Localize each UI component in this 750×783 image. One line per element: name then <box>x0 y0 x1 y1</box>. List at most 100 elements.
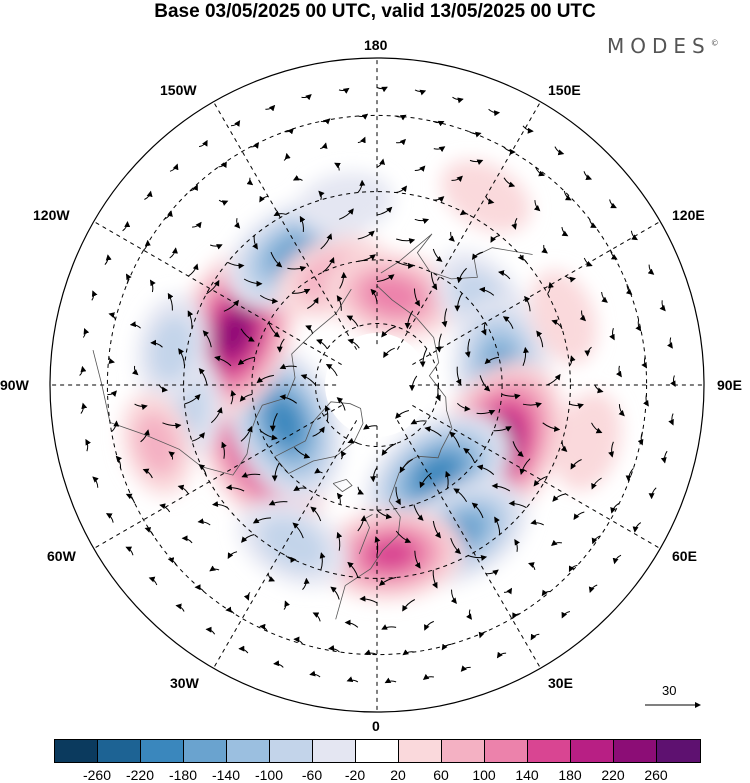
wind-arrow <box>122 221 131 232</box>
wind-arrow <box>214 355 232 367</box>
wind-arrow <box>339 271 347 289</box>
anomaly-center <box>553 391 622 491</box>
wind-arrow <box>503 146 516 155</box>
wind-arrow <box>660 450 668 464</box>
wind-arrow <box>570 459 582 470</box>
wind-arrow <box>441 643 452 651</box>
wind-arrow <box>480 322 487 336</box>
wind-arrow <box>488 108 501 117</box>
wind-arrow <box>265 104 276 112</box>
wind-arrow <box>310 506 322 522</box>
wind-arrow <box>395 185 407 193</box>
wind-arrow <box>546 373 561 386</box>
anomaly-center <box>237 499 348 587</box>
wind-arrow <box>192 221 202 229</box>
wind-arrow <box>293 636 304 645</box>
wind-arrow <box>178 348 185 367</box>
wind-arrow <box>381 326 397 338</box>
colorbar-tick-label: 100 <box>472 767 496 783</box>
wind-arrow <box>542 422 561 432</box>
wind-arrow <box>134 403 148 411</box>
wind-arrow <box>647 264 655 275</box>
wind-arrow <box>583 257 593 267</box>
wind-arrow <box>167 557 178 566</box>
wind-arrow <box>404 310 414 329</box>
wind-arrow <box>125 273 132 285</box>
wind-arrow <box>330 586 340 600</box>
wind-arrow <box>237 356 256 366</box>
wind-arrow <box>325 364 338 377</box>
wind-arrow <box>283 152 291 161</box>
wind-arrow <box>522 125 534 134</box>
wind-arrow <box>476 464 495 475</box>
wind-arrow <box>433 146 446 153</box>
colorbar-segment <box>528 740 571 762</box>
wind-arrow <box>347 338 360 349</box>
wind-arrow <box>591 422 603 434</box>
latitude-circle <box>106 114 648 656</box>
wind-arrow <box>267 573 276 582</box>
wind-arrow <box>144 527 154 537</box>
wind-arrow <box>625 283 633 295</box>
wind-arrow <box>336 531 343 551</box>
wind-arrow <box>227 261 245 269</box>
wind-arrow <box>496 651 507 659</box>
wind-arrow <box>293 485 307 492</box>
wind-arrow <box>162 422 182 429</box>
wind-arrow <box>346 315 359 327</box>
coastline <box>332 478 353 493</box>
wind-arrow <box>370 467 378 483</box>
wind-arrow <box>347 437 359 444</box>
colorbar-segment <box>313 740 356 762</box>
colorbar-tick-label: 180 <box>558 767 582 783</box>
wind-arrow <box>641 356 648 369</box>
wind-arrow <box>561 227 569 237</box>
wind-arrow <box>273 210 286 216</box>
lon-label-0: 0 <box>372 718 380 734</box>
map-title: Base 03/05/2025 00 UTC, valid 13/05/2025… <box>154 1 596 22</box>
wind-arrow <box>541 589 551 597</box>
wind-arrow <box>491 482 511 492</box>
wind-arrow <box>670 375 676 387</box>
wind-arrow <box>378 577 397 586</box>
wind-arrow <box>561 611 571 619</box>
wind-arrow <box>111 420 120 433</box>
colorbar-segment <box>227 740 270 762</box>
wind-arrow <box>79 365 87 376</box>
wind-arrow <box>108 312 116 320</box>
wind-arrow <box>363 423 378 430</box>
wind-arrow <box>169 247 178 259</box>
wind-arrow <box>291 288 311 295</box>
wind-arrow <box>334 162 341 171</box>
wind-arrow <box>563 190 572 201</box>
brand-logo: MODES© <box>607 34 719 58</box>
lon-label-90w: 90W <box>0 377 29 393</box>
wind-arrow <box>450 589 457 604</box>
wind-arrow <box>108 356 115 365</box>
wind-arrow <box>150 339 163 348</box>
brand-name: MODES <box>607 34 711 58</box>
wind-arrow <box>455 366 462 386</box>
anomaly-center <box>121 392 193 496</box>
wind-arrow <box>522 346 529 366</box>
wind-arrow <box>502 316 514 329</box>
wind-arrow <box>241 534 255 543</box>
wind-arrow <box>209 565 220 572</box>
wind-arrow <box>376 509 393 520</box>
wind-arrow <box>503 177 516 188</box>
wind-arrow <box>453 488 468 503</box>
anomaly-level <box>135 412 179 476</box>
wind-arrow <box>270 251 283 268</box>
wind-arrow <box>419 472 432 489</box>
map-disc <box>50 58 704 712</box>
wind-arrow <box>181 535 193 544</box>
wind-arrow <box>175 603 185 612</box>
wind-arrow <box>212 501 228 509</box>
wind-arrow <box>301 94 312 101</box>
wind-arrow <box>535 166 545 177</box>
wind-arrow <box>80 402 88 414</box>
wind-arrow <box>299 215 306 232</box>
brand-mark: © <box>710 38 719 48</box>
wind-arrow <box>615 365 622 378</box>
